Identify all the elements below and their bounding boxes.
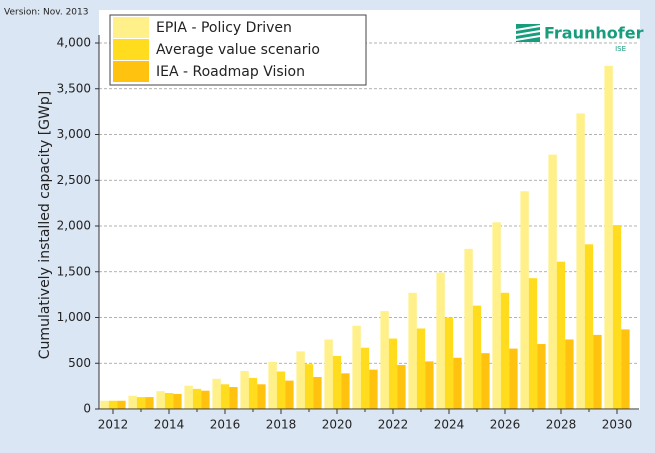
x-tick-label: 2016 [210, 418, 241, 432]
logo-text: Fraunhofer [544, 24, 644, 43]
x-tick-label: 2028 [546, 418, 577, 432]
bar [276, 371, 286, 409]
bar [296, 351, 305, 409]
bar [520, 191, 529, 409]
bar [425, 361, 434, 409]
legend-swatch [113, 39, 149, 60]
bar [548, 154, 557, 409]
bar [380, 311, 389, 409]
bar [304, 364, 314, 409]
x-tick-label: 2024 [434, 418, 465, 432]
bar [397, 365, 406, 409]
axes: 0 500 1,000 1,500 2,000 2,500 3,000 3,500 4,000 2… [57, 35, 639, 432]
logo: Fraunhofer ISE [515, 24, 644, 53]
bar [212, 378, 221, 409]
x-tick-label: 2012 [98, 418, 129, 432]
bar [436, 272, 445, 409]
bar [537, 344, 546, 409]
bar [184, 385, 193, 409]
y-tick-label: 1,500 [57, 264, 91, 278]
x-tick-label: 2030 [602, 418, 633, 432]
bar [268, 361, 277, 409]
logo-stripes [515, 25, 541, 41]
bar [128, 395, 137, 409]
bar [248, 377, 258, 409]
bar [464, 248, 473, 409]
x-tick-label: 2022 [378, 418, 409, 432]
bars [100, 65, 630, 409]
x-tick-label: 2020 [322, 418, 353, 432]
y-tick-label: 3,500 [57, 81, 91, 95]
bar [584, 244, 594, 409]
bar [332, 355, 342, 409]
x-tick-label: 2018 [266, 418, 297, 432]
bar [136, 397, 146, 409]
bar [164, 392, 174, 409]
x-tick-label: 2014 [154, 418, 185, 432]
bar [408, 292, 417, 409]
legend-label: IEA - Roadmap Vision [156, 64, 305, 80]
bar [201, 390, 210, 409]
bar [220, 384, 230, 409]
bar [556, 261, 566, 409]
y-tick-label: 1,000 [57, 310, 91, 324]
y-axis-label: Cumulatively installed capacity [GWp] [37, 91, 53, 359]
bar [453, 357, 462, 409]
bar [257, 384, 266, 409]
bar [285, 380, 294, 409]
bar [341, 373, 350, 409]
bar [229, 387, 238, 409]
legend-swatch [113, 17, 149, 38]
bar [240, 371, 249, 409]
bar [492, 222, 501, 409]
bar [604, 65, 613, 409]
bar [369, 369, 378, 409]
y-tick-label: 500 [68, 356, 91, 370]
bar [360, 347, 370, 409]
bar [444, 317, 454, 409]
bar [528, 278, 538, 409]
logo-subtext: ISE [615, 45, 626, 53]
y-tick-label: 2,500 [57, 173, 91, 187]
bar [481, 353, 490, 409]
y-tick-label: 3,000 [57, 127, 91, 141]
bar [117, 400, 126, 409]
bar [612, 225, 622, 409]
y-tick-label: 0 [83, 402, 91, 416]
bar [324, 339, 333, 409]
bar [156, 391, 165, 409]
bar [108, 400, 118, 409]
bar [313, 376, 322, 409]
bar [192, 388, 202, 409]
bar [576, 113, 585, 409]
x-tick-label: 2026 [490, 418, 521, 432]
bar [509, 348, 518, 409]
legend: EPIA - Policy Driven Average value scenar… [109, 14, 367, 86]
y-tick-label: 4,000 [57, 36, 91, 50]
bar [472, 305, 482, 409]
bar [352, 325, 361, 409]
bar [416, 328, 426, 409]
legend-label: EPIA - Policy Driven [156, 20, 292, 36]
bar [173, 393, 182, 409]
bar [388, 338, 398, 409]
bar [565, 339, 574, 409]
bar [621, 329, 630, 409]
y-tick-label: 2,000 [57, 219, 91, 233]
bar [100, 400, 109, 409]
version: Version: Nov. 2013 [4, 8, 88, 18]
bar [500, 292, 510, 409]
legend-box [109, 14, 367, 86]
bar [593, 334, 602, 409]
legend-label: Average value scenario [156, 42, 320, 58]
legend-swatch [113, 61, 149, 82]
bar [145, 397, 154, 409]
